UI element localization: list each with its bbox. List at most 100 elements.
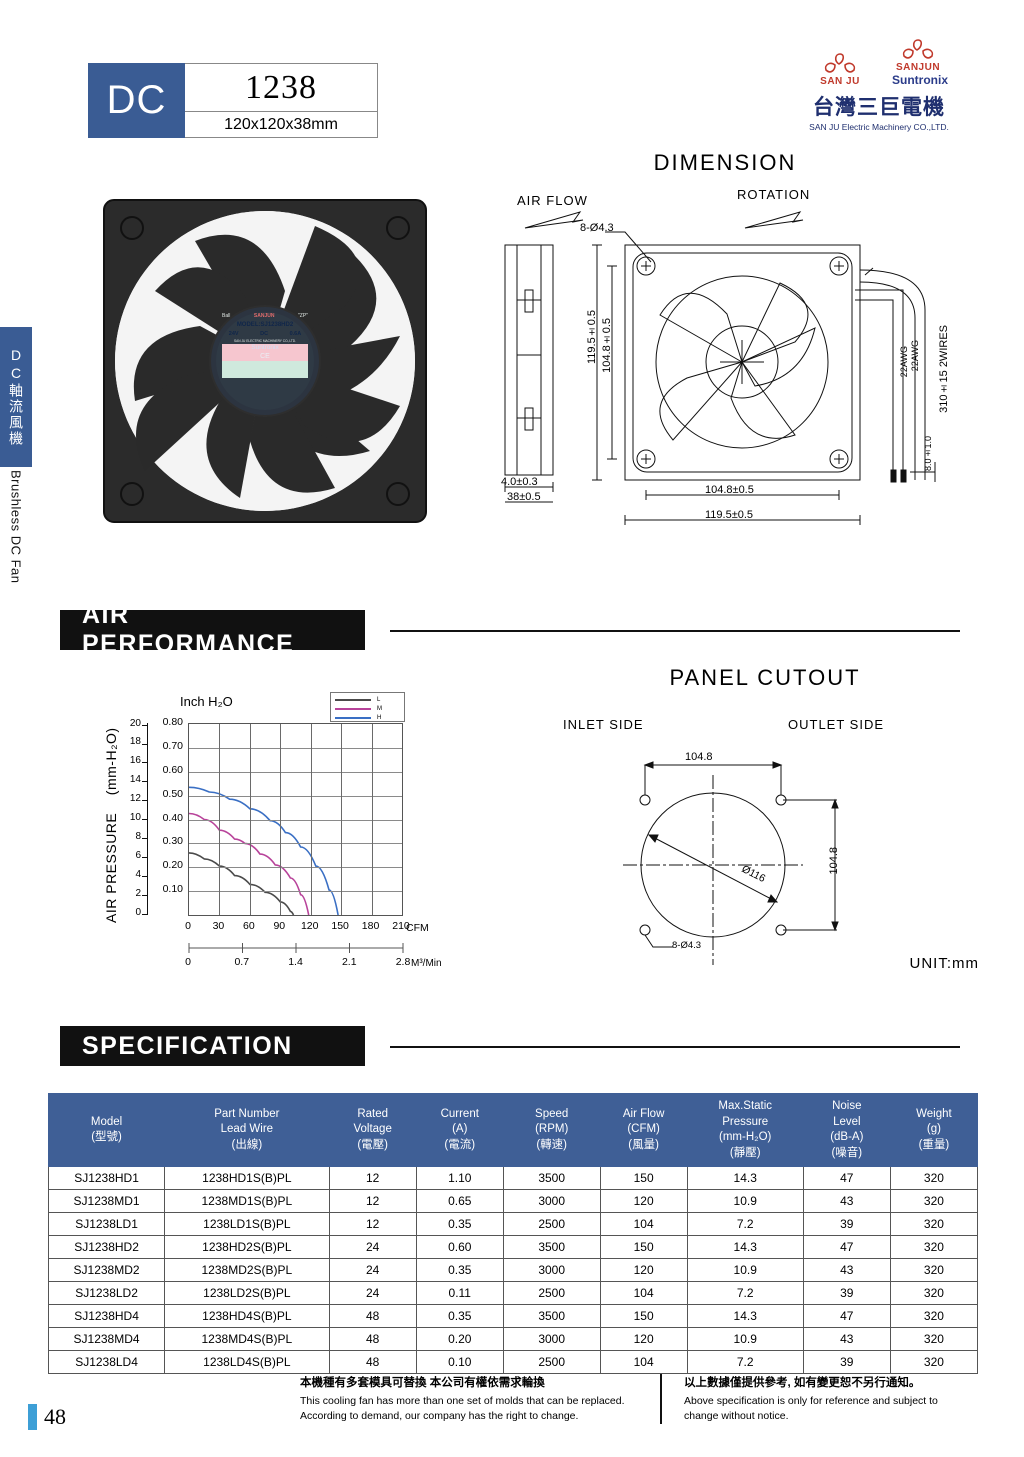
fan-label-cert: CE [260, 353, 270, 361]
trifoil-icon [824, 53, 856, 73]
spec-column-header-3: Current (A) (電流) [415, 1092, 504, 1168]
chart-ytick-mm: 2 [135, 888, 141, 900]
spec-cell-r5-c5: 104 [599, 1281, 688, 1306]
chart-ytick-mm: 20 [129, 717, 141, 729]
chart-gridline-h [189, 819, 402, 821]
spec-cell-r4-c0: SJ1238MD2 [47, 1258, 166, 1283]
spec-cell-r4-c1: 1238MD2S(B)PL [164, 1258, 330, 1283]
spec-cell-r3-c0: SJ1238HD2 [47, 1235, 166, 1260]
badge-dimensions-label: 120x120x38mm [185, 112, 378, 138]
spec-column-header-1: Part Number Lead Wire (出線) [164, 1092, 330, 1168]
spec-cell-r4-c2: 24 [328, 1258, 417, 1283]
spec-cell-r6-c4: 3500 [502, 1304, 601, 1329]
legend-label-H: H [377, 715, 382, 721]
spec-cell-r4-c3: 0.35 [415, 1258, 504, 1283]
footer-notes: 本機種有多套模具可替換 本公司有權依需求輪換 This cooling fan … [300, 1374, 990, 1425]
chart-gridline-h [189, 867, 402, 869]
spec-header-row: Model (型號) Part Number Lead Wire (出線) Rated Vo… [47, 1092, 979, 1168]
table-row: SJ1238LD1 1238LD1S(B)PL 12 0.35 2500 104 7.2 39… [47, 1212, 979, 1237]
chart-legend: L M H [330, 692, 405, 722]
spec-cell-r5-c8: 320 [889, 1281, 979, 1306]
chart-xtick-cfm: 30 [212, 920, 225, 932]
inlet-side-label: INLET SIDE [563, 717, 644, 732]
badge-type-label: DC [88, 63, 185, 138]
page-number: 48 [28, 1404, 66, 1430]
air-performance-chart: AIR PRESSURE (mm-H₂O) Inch H₂O L M H 0 30… [103, 690, 445, 990]
spec-column-header-5: Air Flow (CFM) (風量) [599, 1092, 688, 1168]
chart-ytick-mark [142, 838, 148, 840]
logo-text-suntronix: Suntronix [892, 73, 948, 87]
footer-left-en: This cooling fan has more than one set o… [300, 1395, 625, 1423]
chart-ytick-mm: 18 [129, 736, 141, 748]
wire-strip-dimension: 8.0±1.0 [923, 436, 933, 472]
spec-cell-r7-c2: 48 [328, 1327, 417, 1352]
spec-cell-r8-c5: 104 [599, 1350, 688, 1375]
spec-cell-r7-c5: 120 [599, 1327, 688, 1352]
chart-ytick-inch: 0.30 [162, 835, 183, 848]
spec-cell-r1-c8: 320 [889, 1189, 979, 1214]
company-logo: SAN JU SANJUN Suntronix 台灣三巨電機 SAN JU El… [789, 38, 969, 138]
chart-y-axis-label: AIR PRESSURE [103, 812, 119, 923]
spec-cell-r7-c4: 3000 [502, 1327, 601, 1352]
specification-rule [390, 1046, 960, 1048]
fan-label-subbrand: Suntronix [251, 343, 279, 351]
chart-ytick-mm: 4 [135, 869, 141, 881]
spec-cell-r8-c2: 48 [328, 1350, 417, 1375]
fan-label-current: 0.6A [289, 330, 302, 337]
spec-cell-r3-c3: 0.60 [415, 1235, 504, 1260]
spec-cell-r7-c7: 43 [802, 1327, 891, 1352]
wire-length-dimension: 310±15 2WIRES [938, 325, 950, 413]
fan-label-model: MODEL:SJ1238HD2 [236, 322, 294, 329]
unit-label: UNIT:mm [909, 955, 979, 972]
footer-right-cn: 以上數據僅提供參考, 如有變更恕不另行通知。 [684, 1377, 921, 1389]
chart-ytick-mm: 12 [129, 793, 141, 805]
legend-item-M: M [335, 705, 400, 713]
sidebar-category-tab: DC軸流風機 [0, 327, 32, 467]
logo-text-sanjun: SANJUN [895, 62, 941, 73]
spec-cell-r7-c6: 10.9 [686, 1327, 804, 1352]
fan-label-brand: SANJUN [253, 313, 275, 319]
spec-cell-r7-c1: 1238MD4S(B)PL [164, 1327, 330, 1352]
spec-cell-r0-c7: 47 [802, 1166, 891, 1191]
logo-mark-sanju: SAN JU [814, 52, 866, 87]
chart-ytick-mark [142, 857, 148, 859]
fan-label-company: SAN JU ELECTRIC MACHINERY CO.,LTD. [234, 339, 296, 344]
chart-y-axis-unit: (mm-H₂O) [103, 727, 119, 796]
spec-cell-r2-c8: 320 [889, 1212, 979, 1237]
logo-company-name-en: SAN JU Electric Machinery CO.,LTD. [809, 122, 949, 132]
table-row: SJ1238MD4 1238MD4S(B)PL 48 0.20 3000 120 10.9 4… [47, 1327, 979, 1352]
chart-ytick-mm: 6 [135, 850, 141, 862]
chart-ytick-inch: 0.50 [162, 787, 183, 800]
chart-xtick-cfm: 0 [185, 920, 191, 932]
trifoil-icon-2 [902, 39, 934, 59]
chart-gridline-h [189, 843, 402, 845]
spec-cell-r0-c4: 3500 [502, 1166, 601, 1191]
chart-curve-M [188, 812, 310, 916]
table-row: SJ1238HD4 1238HD4S(B)PL 48 0.35 3500 150 14.3 4… [47, 1304, 979, 1329]
spec-cell-r4-c4: 3000 [502, 1258, 601, 1283]
spec-cell-r0-c6: 14.3 [686, 1166, 804, 1191]
spec-cell-r1-c2: 12 [328, 1189, 417, 1214]
spec-cell-r5-c4: 2500 [502, 1281, 601, 1306]
spec-cell-r0-c1: 1238HD1S(B)PL [164, 1166, 330, 1191]
chart-ytick-inch: 0.20 [162, 859, 183, 872]
chart-gridline-v [371, 724, 373, 915]
spec-column-header-2: Rated Voltage (電壓) [328, 1092, 417, 1168]
cutout-height-dimension: 104.8 [828, 847, 840, 875]
legend-label-L: L [377, 697, 381, 703]
spec-cell-r8-c6: 7.2 [686, 1350, 804, 1375]
overall-height-dimension: 119.5±0.5 [586, 310, 598, 365]
chart-xtick-cfm: 150 [331, 920, 349, 932]
air-flow-label: AIR FLOW [517, 193, 588, 208]
table-row: SJ1238LD4 1238LD4S(B)PL 48 0.10 2500 104 7.2 39… [47, 1350, 979, 1375]
fan-label-voltage: 24V [228, 330, 239, 337]
thickness-tolerance-dimension: 4.0±0.3 [501, 476, 538, 488]
spec-cell-r6-c8: 320 [889, 1304, 979, 1329]
spec-cell-r4-c8: 320 [889, 1258, 979, 1283]
chart-ytick-mark [142, 819, 148, 821]
spec-cell-r0-c5: 150 [599, 1166, 688, 1191]
legend-label-M: M [377, 706, 382, 712]
chart-ytick-inch: 0.40 [162, 811, 183, 824]
footer-right-en: Above specification is only for referenc… [684, 1395, 938, 1423]
badge-right: 1238 120x120x38mm [185, 63, 378, 138]
